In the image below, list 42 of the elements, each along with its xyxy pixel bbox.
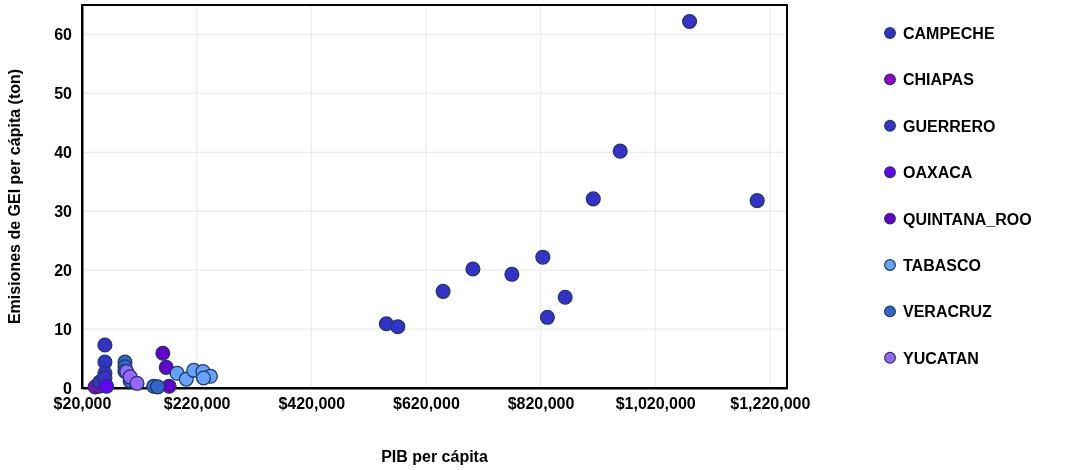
y-tick-label: 10: [54, 320, 73, 338]
point: [504, 266, 520, 282]
x-tick-label: $420,000: [278, 395, 346, 413]
legend-label: QUINTANA_ROO: [903, 210, 1032, 228]
point: [749, 193, 765, 209]
point: [539, 309, 555, 325]
x-axis-title: PIB per cápita: [381, 448, 488, 465]
x-tick-label: $820,000: [507, 395, 575, 413]
y-axis-title: Emisiones de GEI per cápita (ton): [6, 68, 23, 325]
y-tick-label: 40: [54, 143, 73, 161]
y-tick-label: 20: [54, 261, 73, 279]
legend-label: TABASCO: [903, 257, 981, 274]
point: [557, 289, 573, 305]
point: [158, 359, 174, 375]
legend-label: YUCATAN: [903, 349, 979, 367]
point: [150, 379, 166, 395]
x-tick-label: $220,000: [163, 395, 231, 413]
x-tick-label: $620,000: [393, 395, 460, 413]
point: [682, 13, 698, 30]
legend-label: VERACRUZ: [903, 303, 993, 321]
x-tick-label: $1,220,000: [730, 395, 811, 413]
point: [612, 143, 628, 159]
y-tick-label: 0: [63, 379, 73, 397]
point: [465, 261, 481, 277]
point: [535, 249, 551, 265]
y-tick-label: 60: [54, 26, 73, 44]
point: [195, 370, 212, 386]
legend-label: CHIAPAS: [903, 71, 975, 89]
legend-label: OAXACA: [903, 164, 973, 182]
x-tick-label: $1,020,000: [615, 395, 696, 413]
point: [155, 345, 171, 361]
point: [390, 319, 406, 335]
y-tick-label: 30: [54, 202, 73, 220]
point: [97, 337, 113, 353]
point: [585, 191, 601, 207]
point: [435, 283, 451, 299]
point: [99, 378, 115, 394]
y-tick-label: 50: [54, 85, 73, 102]
x-tick-label: $20,000: [53, 395, 112, 413]
point: [129, 375, 145, 391]
legend-label: GUERRERO: [903, 117, 996, 135]
legend-label: CAMPECHE: [903, 25, 995, 42]
